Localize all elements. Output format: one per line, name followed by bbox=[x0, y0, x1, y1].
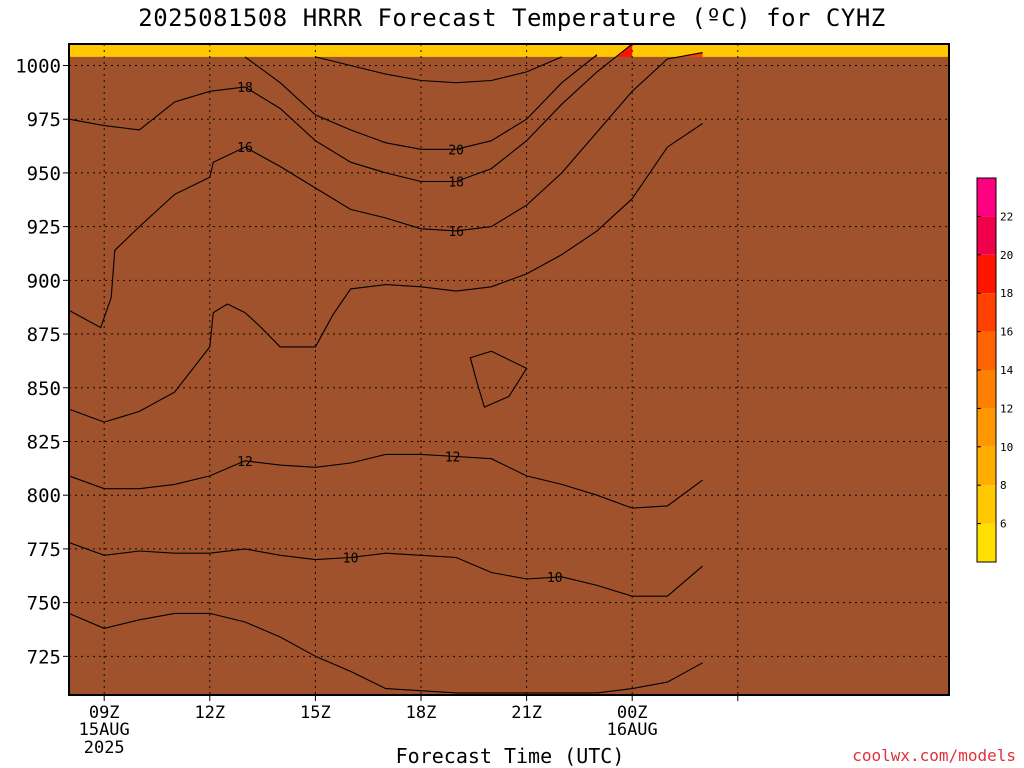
x-tick-label: 18Z bbox=[406, 703, 437, 723]
colorbar-swatch-12 bbox=[977, 370, 996, 409]
contour-line-16-4 bbox=[69, 52, 703, 329]
y-tick-label: 750 bbox=[27, 593, 61, 615]
contour-label: 16 bbox=[448, 225, 464, 240]
contour-line-12-8 bbox=[469, 350, 528, 408]
colorbar-swatch-4 bbox=[977, 523, 996, 562]
y-tick-label: 825 bbox=[27, 431, 61, 453]
x-tick-label: 21Z bbox=[511, 703, 542, 723]
x-tick-label: 12Z bbox=[194, 703, 225, 723]
colorbar-label: 6 bbox=[1000, 518, 1007, 531]
contour-line-8-0 bbox=[69, 612, 703, 694]
y-tick-label: 800 bbox=[27, 485, 61, 507]
x-tick-year: 2025 bbox=[84, 738, 125, 758]
contour-label: 18 bbox=[237, 81, 253, 96]
contour-line-18-5 bbox=[69, 44, 633, 183]
contour-label: 12 bbox=[445, 451, 461, 466]
y-tick-label: 875 bbox=[27, 324, 61, 346]
contour-label: 20 bbox=[448, 143, 464, 158]
y-tick-label: 950 bbox=[27, 163, 61, 185]
ground-surface bbox=[69, 56, 949, 695]
colorbar-label: 18 bbox=[1000, 287, 1013, 300]
source-credit-link[interactable]: coolwx.com/models bbox=[852, 746, 1016, 765]
colorbar-swatch-14 bbox=[977, 331, 996, 370]
colorbar-label: 20 bbox=[1000, 249, 1013, 262]
colorbar-swatch-16 bbox=[977, 293, 996, 332]
y-tick-label: 725 bbox=[27, 646, 61, 668]
y-tick-label: 850 bbox=[27, 378, 61, 400]
y-tick-label: 925 bbox=[27, 217, 61, 239]
x-tick-label: 15Z bbox=[300, 703, 331, 723]
x-tick-label: 00Z bbox=[617, 703, 648, 723]
x-tick-date: 16AUG bbox=[607, 720, 658, 740]
colorbar-swatch-10 bbox=[977, 408, 996, 447]
colorbar-swatch-20 bbox=[977, 216, 996, 255]
contour-label: 16 bbox=[237, 141, 253, 156]
y-tick-label: 975 bbox=[27, 109, 61, 131]
colorbar-label: 12 bbox=[1000, 402, 1013, 415]
contour-line-10-1 bbox=[69, 541, 703, 597]
chart-title: 2025081508 HRRR Forecast Temperature (ºC… bbox=[138, 4, 886, 32]
contour-label: 10 bbox=[547, 571, 563, 586]
colorbar-label: 8 bbox=[1000, 479, 1007, 492]
colorbar-swatch-8 bbox=[977, 446, 996, 486]
contour-line-20-6 bbox=[244, 54, 598, 150]
contour-line-12-2 bbox=[69, 453, 703, 509]
contour-line-22-7 bbox=[315, 56, 563, 84]
colorbar-label: 16 bbox=[1000, 326, 1013, 339]
contour-label: 10 bbox=[343, 551, 359, 566]
colorbar-swatch-22 bbox=[977, 178, 996, 217]
contour-label: 18 bbox=[448, 176, 464, 191]
y-tick-label: 775 bbox=[27, 539, 61, 561]
colorbar-label: 14 bbox=[1000, 364, 1014, 377]
colorbar-label: 10 bbox=[1000, 441, 1013, 454]
colorbar-swatch-6 bbox=[977, 485, 996, 524]
x-tick-date: 15AUG bbox=[79, 720, 130, 740]
contour-label: 12 bbox=[237, 455, 253, 470]
y-tick-label: 900 bbox=[27, 270, 61, 292]
contour-line-14-3 bbox=[69, 123, 703, 423]
plot-frame bbox=[68, 43, 950, 696]
x-axis-label: Forecast Time (UTC) bbox=[395, 744, 625, 768]
y-tick-label: 1000 bbox=[15, 55, 61, 77]
colorbar-swatch-18 bbox=[977, 254, 996, 294]
x-tick-label: 09Z bbox=[89, 703, 120, 723]
colorbar-label: 22 bbox=[1000, 210, 1013, 223]
